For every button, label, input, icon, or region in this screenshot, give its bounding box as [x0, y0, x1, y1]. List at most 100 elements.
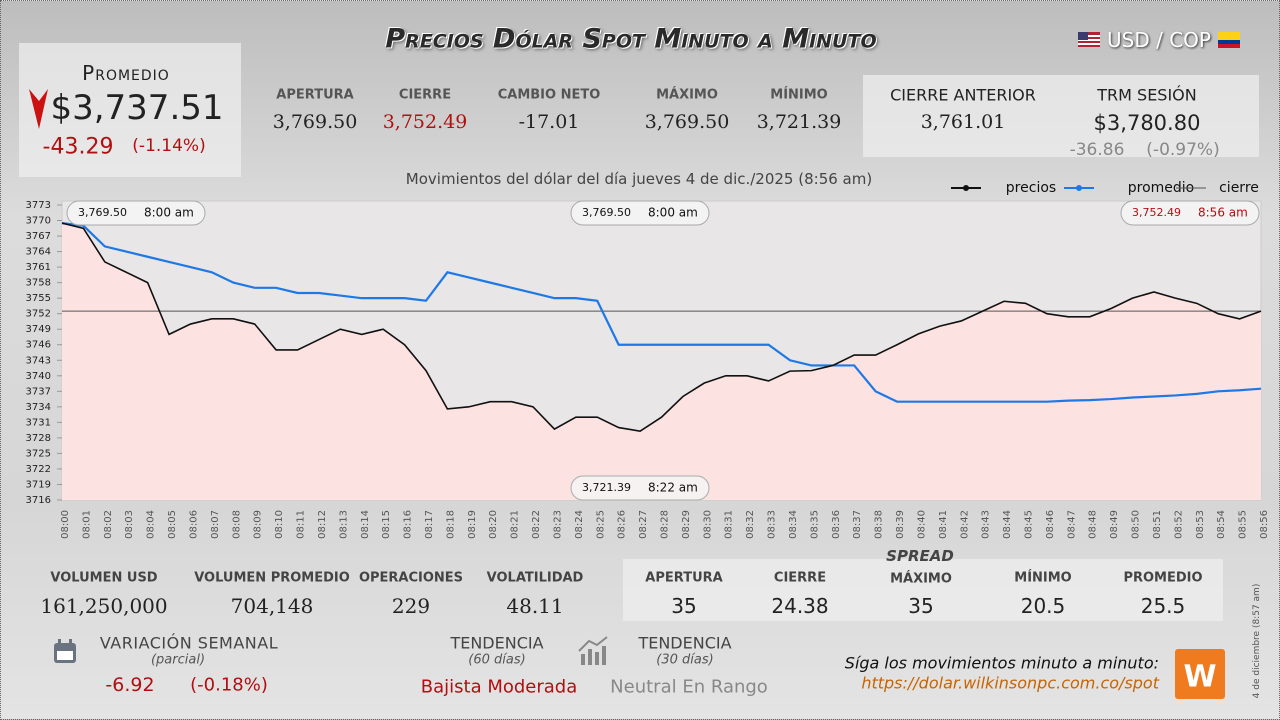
- summary-label: CIERRE: [398, 87, 452, 103]
- price-area: [62, 223, 1261, 501]
- x-tick-label: 08:56: [1259, 510, 1270, 539]
- summary-value: -17.01: [518, 111, 580, 133]
- x-tick-label: 08:05: [167, 510, 178, 539]
- x-tick-label: 08:34: [788, 510, 799, 539]
- promedio-value: $3,737.51: [50, 88, 224, 128]
- annotation-box: [66, 200, 206, 226]
- line-1: [61, 222, 1262, 403]
- spread-label: MÁXIMO: [890, 571, 952, 587]
- x-tick-label: 08:09: [253, 510, 264, 539]
- x-tick-label: 08:24: [574, 510, 585, 539]
- y-tick-label: 3767: [26, 231, 51, 242]
- y-tick-label: 3737: [26, 386, 51, 397]
- x-tick-label: 08:40: [916, 510, 927, 539]
- summary-value: 3,752.49: [382, 111, 468, 133]
- y-tick-label: 3725: [26, 448, 51, 459]
- line-0: [61, 222, 1262, 433]
- promedio-panel: [19, 43, 241, 177]
- x-tick-label: 08:50: [1131, 510, 1142, 539]
- annotation-time: 8:56 am: [1198, 206, 1248, 220]
- x-tick-label: 08:54: [1216, 510, 1227, 539]
- weekly-label: VARIACIÓN SEMANAL: [99, 633, 279, 653]
- co-flag: [1218, 32, 1240, 48]
- x-tick-label: 08:30: [702, 510, 713, 539]
- x-tick-label: 08:43: [981, 510, 992, 539]
- trend-value: Bajista Moderada: [420, 676, 578, 698]
- spread-label: MÍNIMO: [1014, 570, 1072, 586]
- x-tick-label: 08:06: [188, 510, 199, 539]
- annotation-price: 3,769.50: [78, 206, 127, 219]
- x-tick-label: 08:21: [510, 510, 521, 539]
- y-tick-label: 3758: [26, 278, 51, 289]
- x-tick-label: 08:44: [1002, 510, 1013, 539]
- x-tick-label: 08:47: [1066, 510, 1077, 539]
- x-tick-label: 08:13: [338, 510, 349, 539]
- x-tick-label: 08:33: [767, 510, 778, 539]
- y-tick-label: 3773: [26, 200, 51, 211]
- summary-value: 3,769.50: [644, 111, 730, 133]
- x-tick-label: 08:11: [296, 510, 307, 539]
- footer-cta: Síga los movimientos minuto a minuto:: [844, 653, 1159, 673]
- spread-label: CIERRE: [773, 570, 827, 586]
- stat-value: 229: [391, 594, 431, 618]
- trm-change: -36.86: [1069, 140, 1125, 160]
- calendar-icon: [54, 639, 76, 663]
- down-arrow: [29, 89, 48, 129]
- currency-pair: USD / COP: [1107, 28, 1211, 52]
- previous-close-value: 3,761.01: [920, 111, 1006, 133]
- weekly-change-pct: (-0.18%): [190, 674, 268, 696]
- weekly-change: -6.92: [105, 674, 155, 696]
- x-tick-label: 08:53: [1195, 510, 1206, 539]
- x-tick-label: 08:25: [595, 510, 606, 539]
- trend-label: TENDENCIA: [450, 633, 544, 653]
- svg-text:W: W: [1183, 660, 1216, 695]
- y-tick-label: 3761: [26, 262, 51, 273]
- y-tick-label: 3722: [26, 464, 51, 475]
- summary-label: MÍNIMO: [770, 87, 828, 103]
- x-tick-label: 08:08: [231, 510, 242, 539]
- x-tick-label: 08:26: [617, 510, 628, 539]
- x-tick-label: 08:00: [60, 510, 71, 539]
- stat-label: VOLUMEN PROMEDIO: [194, 570, 350, 586]
- x-tick-label: 08:48: [1088, 510, 1099, 539]
- summary-label: CAMBIO NETO: [497, 87, 601, 103]
- spread-value: 25.5: [1140, 594, 1186, 618]
- spread-panel: [623, 559, 1223, 621]
- title: Precios Dólar Spot Minuto a Minuto: [385, 23, 877, 55]
- x-tick-label: 08:27: [638, 510, 649, 539]
- trm-label: TRM SESIÓN: [1097, 85, 1197, 105]
- x-tick-label: 08:32: [745, 510, 756, 539]
- trend-note: (30 días): [656, 652, 714, 668]
- x-tick-label: 08:16: [403, 510, 414, 539]
- chart-icon: [578, 636, 608, 665]
- summary-value: 3,769.50: [272, 111, 358, 133]
- stat-value: 48.11: [506, 594, 564, 618]
- x-tick-label: 08:04: [146, 510, 157, 539]
- x-tick-label: 08:55: [1238, 510, 1249, 539]
- summary-label: MÁXIMO: [656, 87, 718, 103]
- annotation-time: 8:00 am: [144, 206, 194, 220]
- stat-label: VOLATILIDAD: [486, 570, 584, 586]
- x-tick-label: 08:41: [938, 510, 949, 539]
- x-tick-label: 08:18: [445, 510, 456, 539]
- x-tick-label: 08:39: [895, 510, 906, 539]
- footer-url: https://dolar.wilkinsonpc.com.co/spot: [861, 673, 1159, 693]
- y-tick-label: 3719: [26, 479, 51, 490]
- x-tick-label: 08:22: [531, 510, 542, 539]
- x-tick-label: 08:31: [724, 510, 735, 539]
- legend-marker: [963, 185, 969, 191]
- x-tick-label: 08:12: [317, 510, 328, 539]
- stat-value: 704,148: [230, 594, 314, 618]
- legend-label: precios: [1006, 180, 1056, 196]
- trm-value: $3,780.80: [1093, 111, 1201, 135]
- promedio-change-pct: (-1.14%): [132, 136, 206, 156]
- annotation-box: [1120, 200, 1260, 226]
- spread-label: APERTURA: [645, 570, 723, 586]
- y-tick-label: 3731: [26, 417, 51, 428]
- x-tick-label: 08:02: [103, 510, 114, 539]
- x-tick-label: 08:49: [1109, 510, 1120, 539]
- us-flag: [1078, 32, 1100, 47]
- y-tick-label: 3716: [26, 495, 51, 506]
- legend-marker: [1076, 185, 1082, 191]
- y-tick-label: 3770: [26, 216, 51, 227]
